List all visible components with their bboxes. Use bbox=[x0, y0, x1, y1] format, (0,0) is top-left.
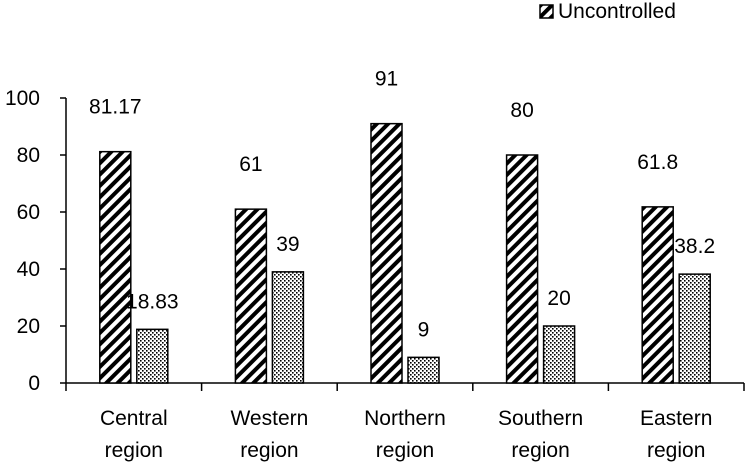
data-label-series-2-cat-5: 38.2 bbox=[674, 235, 715, 258]
legend-swatch-uncontrolled bbox=[539, 4, 554, 19]
category-label: Central bbox=[100, 407, 168, 430]
bar-series-1-cat-5 bbox=[641, 206, 674, 384]
category-label: region bbox=[240, 439, 298, 462]
y-tick-label: 0 bbox=[28, 372, 40, 395]
data-label-series-1-cat-4: 80 bbox=[510, 99, 533, 122]
y-tick-label: 60 bbox=[17, 201, 40, 224]
bar-series-2-cat-1 bbox=[136, 328, 169, 384]
category-label: region bbox=[105, 439, 163, 462]
bar-series-1-cat-3 bbox=[370, 122, 403, 384]
y-tick-label: 20 bbox=[17, 315, 40, 338]
data-label-series-2-cat-2: 39 bbox=[276, 233, 299, 256]
bar-series-2-cat-4 bbox=[542, 325, 576, 384]
data-label-series-1-cat-3: 91 bbox=[375, 68, 398, 91]
data-label-series-1-cat-5: 61.8 bbox=[637, 151, 678, 174]
category-labels-group: Central region Western region Northern region… bbox=[100, 407, 712, 462]
chart-legend: Uncontrolled bbox=[539, 0, 676, 23]
bar-series-2-cat-3 bbox=[407, 356, 440, 384]
data-label-series-1-cat-2: 61 bbox=[239, 153, 262, 176]
bar-series-2-cat-2 bbox=[271, 271, 305, 384]
bar-series-2-cat-5 bbox=[678, 273, 711, 384]
x-axis bbox=[65, 382, 745, 391]
category-label: Western bbox=[230, 407, 308, 430]
data-labels-group: 81.17 18.83 61 39 91 9 80 20 61.8 38.2 bbox=[89, 68, 715, 342]
y-tick-label: 40 bbox=[17, 258, 40, 281]
bar-series-1-cat-4 bbox=[505, 154, 539, 384]
y-axis: 0 20 40 60 80 100 bbox=[5, 87, 67, 395]
category-label: Northern bbox=[364, 407, 446, 430]
category-label: region bbox=[511, 439, 569, 462]
data-label-series-2-cat-3: 9 bbox=[418, 318, 430, 341]
bar-series-1-cat-1 bbox=[99, 150, 132, 384]
y-tick-label: 100 bbox=[5, 87, 40, 110]
data-label-series-2-cat-1: 18.83 bbox=[126, 290, 179, 313]
category-label: region bbox=[647, 439, 705, 462]
data-label-series-1-cat-1: 81.17 bbox=[89, 96, 142, 119]
bar-series-1-cat-2 bbox=[234, 208, 268, 384]
bars-group bbox=[99, 122, 711, 384]
category-label: Eastern bbox=[640, 407, 712, 430]
category-label: region bbox=[376, 439, 434, 462]
y-tick-label: 80 bbox=[17, 144, 40, 167]
legend-label-uncontrolled: Uncontrolled bbox=[558, 0, 676, 23]
data-label-series-2-cat-4: 20 bbox=[547, 287, 570, 310]
category-label: Southern bbox=[498, 407, 583, 430]
